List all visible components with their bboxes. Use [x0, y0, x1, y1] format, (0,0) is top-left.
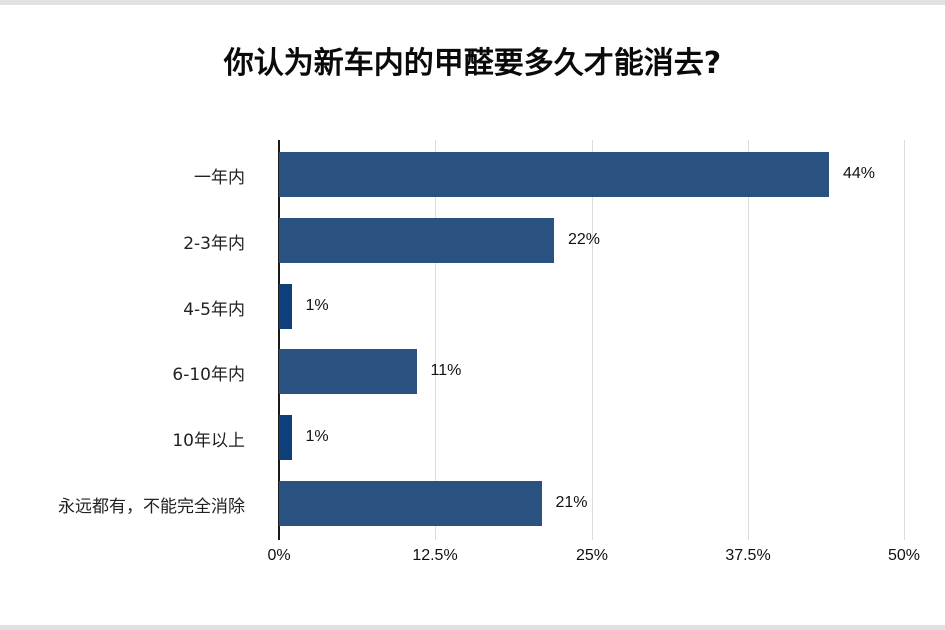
category-label: 6-10年内 — [172, 365, 245, 385]
category-label: 一年内 — [194, 168, 245, 188]
bottom-band — [0, 625, 945, 630]
x-tick-label: 37.5% — [725, 547, 771, 564]
y-axis-line — [278, 140, 280, 540]
value-label: 44% — [843, 165, 876, 182]
value-label: 1% — [305, 297, 329, 314]
chart-title: 你认为新车内的甲醛要多久才能消去? — [223, 46, 722, 81]
bar — [279, 349, 417, 394]
bar — [279, 284, 292, 329]
value-label: 11% — [430, 362, 462, 379]
x-tick-label: 12.5% — [412, 547, 458, 564]
bar — [279, 152, 829, 197]
gridline — [435, 140, 436, 540]
gridline — [592, 140, 593, 540]
value-label: 1% — [305, 428, 329, 445]
category-label: 永远都有，不能完全消除 — [58, 497, 245, 517]
x-tick-label: 25% — [575, 547, 609, 564]
gridline — [904, 140, 905, 540]
value-label: 22% — [568, 231, 601, 248]
value-label: 21% — [555, 494, 588, 511]
category-label: 2-3年内 — [183, 234, 245, 254]
bar — [279, 415, 292, 460]
category-label: 10年以上 — [172, 431, 245, 451]
top-band — [0, 0, 945, 5]
bar — [279, 481, 542, 526]
gridline — [748, 140, 749, 540]
bar — [279, 218, 554, 263]
x-tick-label: 50% — [887, 547, 921, 564]
category-label: 4-5年内 — [183, 300, 245, 320]
x-tick-label: 0% — [267, 547, 291, 564]
